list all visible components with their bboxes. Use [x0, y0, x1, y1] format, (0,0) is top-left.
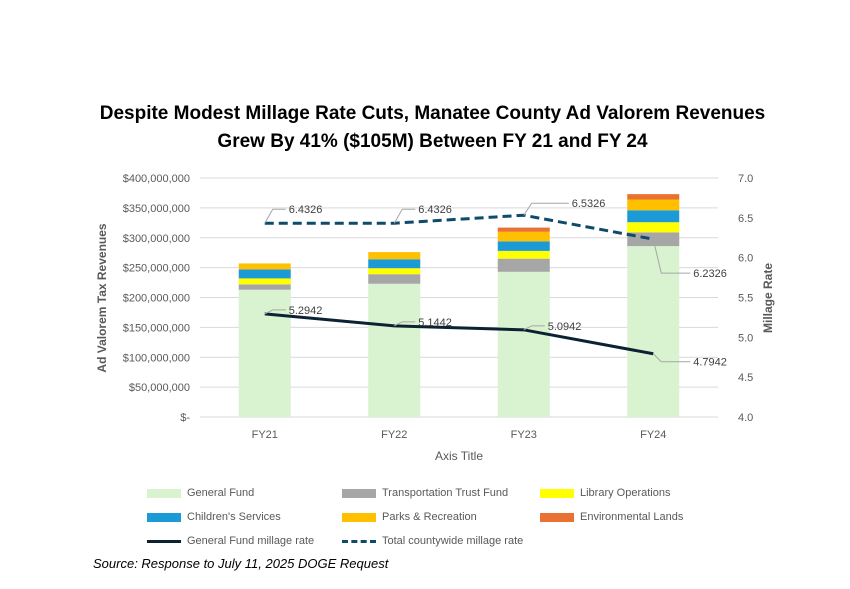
- y-tick-label: $150,000,000: [123, 322, 190, 334]
- bar-parks-recreation: [627, 199, 680, 211]
- title-line-1: Despite Modest Millage Rate Cuts, Manate…: [99, 103, 766, 124]
- legend-label: General Fund: [187, 487, 255, 499]
- y-tick-label: $-: [180, 412, 190, 424]
- legend-marker: [342, 512, 376, 522]
- data-label: 6.4326: [418, 204, 452, 216]
- bar-parks-recreation: [238, 263, 291, 270]
- y-tick-label: $400,000,000: [123, 173, 190, 185]
- legend-item: General Fund: [147, 487, 254, 499]
- legend-item: Total countywide millage rate: [342, 535, 523, 547]
- legend-item: Parks & Recreation: [342, 511, 477, 523]
- bar-general-fund: [368, 283, 421, 417]
- y2-tick-label: 5.0: [738, 332, 753, 344]
- legend-marker: [147, 512, 181, 522]
- bar-children-s-services: [627, 210, 680, 223]
- data-label-leader: [523, 325, 545, 331]
- line-total-countywide-millage-rate: [264, 213, 654, 241]
- bar-parks-recreation: [368, 252, 421, 260]
- x-axis-title: Axis Title: [435, 449, 483, 463]
- bar-general-fund: [627, 246, 680, 417]
- bar-transportation-trust-fund: [368, 274, 421, 284]
- y-axis-title: Ad Valorem Tax Revenues: [95, 223, 109, 373]
- y2-tick-label: 4.5: [738, 372, 753, 384]
- bar-environmental-lands: [497, 227, 550, 232]
- y2-axis-title: Millage Rate: [761, 263, 775, 333]
- bar-children-s-services: [368, 259, 421, 269]
- bar-parks-recreation: [497, 231, 550, 242]
- legend-item: Children's Services: [147, 511, 281, 523]
- x-tick-label: FY23: [511, 429, 537, 441]
- data-label: 6.5326: [572, 198, 606, 210]
- chart-title: Despite Modest Millage Rate Cuts, Manate…: [0, 100, 850, 156]
- bar-library-operations: [497, 250, 550, 259]
- title-line-2: Grew By 41% ($105M) Between FY 21 and FY…: [217, 131, 648, 152]
- legend-marker: [540, 512, 574, 522]
- legend-item: Transportation Trust Fund: [342, 487, 508, 499]
- x-tick-label: FY24: [640, 429, 666, 441]
- x-tick-label: FY21: [252, 429, 278, 441]
- legend-label: General Fund millage rate: [187, 535, 315, 547]
- legend-label: Library Operations: [580, 487, 671, 499]
- bar-children-s-services: [238, 269, 291, 279]
- y-tick-label: $350,000,000: [123, 203, 190, 215]
- data-label-leader: [393, 208, 416, 224]
- legend-label: Parks & Recreation: [382, 511, 477, 523]
- data-label-leader: [652, 353, 691, 363]
- bar-general-fund: [497, 271, 550, 417]
- data-label: 4.7942: [693, 357, 727, 369]
- legend-marker: [342, 488, 376, 498]
- bar-general-fund: [238, 289, 291, 417]
- source-note: Source: Response to July 11, 2025 DOGE R…: [93, 556, 389, 571]
- y2-tick-label: 6.5: [738, 213, 753, 225]
- y2-tick-label: 6.0: [738, 253, 753, 265]
- data-label-leader: [652, 239, 691, 274]
- data-label-leader: [264, 309, 286, 315]
- legend-item: General Fund millage rate: [147, 535, 314, 547]
- data-label: 5.0942: [548, 321, 582, 333]
- data-label: 5.1442: [418, 317, 452, 329]
- y2-tick-label: 7.0: [738, 173, 753, 185]
- bar-library-operations: [368, 268, 421, 275]
- y-tick-label: $100,000,000: [123, 352, 190, 364]
- bar-transportation-trust-fund: [238, 284, 291, 290]
- data-label: 6.4326: [289, 204, 323, 216]
- data-label: 5.2942: [289, 305, 323, 317]
- bar-transportation-trust-fund: [497, 258, 550, 272]
- y-tick-label: $250,000,000: [123, 263, 190, 275]
- bar-environmental-lands: [627, 194, 680, 200]
- x-tick-label: FY22: [381, 429, 407, 441]
- y2-tick-label: 5.5: [738, 293, 753, 305]
- legend-label: Environmental Lands: [580, 511, 684, 523]
- legend-marker: [147, 488, 181, 498]
- bar-children-s-services: [497, 241, 550, 251]
- data-label-leader: [523, 202, 569, 216]
- bar-library-operations: [627, 222, 680, 233]
- y-tick-label: $200,000,000: [123, 293, 190, 305]
- legend-marker: [540, 488, 574, 498]
- y2-tick-label: 4.0: [738, 412, 753, 424]
- data-label-leader: [264, 208, 286, 224]
- y-tick-label: $50,000,000: [129, 382, 190, 394]
- legend-item: Library Operations: [540, 487, 671, 499]
- data-label-leader: [394, 321, 416, 327]
- bar-library-operations: [238, 278, 291, 285]
- legend-label: Total countywide millage rate: [382, 535, 524, 547]
- data-label: 6.2326: [693, 268, 727, 280]
- legend-marker: [147, 539, 181, 543]
- legend-label: Transportation Trust Fund: [382, 487, 509, 499]
- line-general-fund-millage-rate: [264, 312, 654, 356]
- legend-marker: [342, 539, 376, 543]
- legend-label: Children's Services: [187, 511, 281, 523]
- legend-item: Environmental Lands: [540, 511, 683, 523]
- y-tick-label: $300,000,000: [123, 233, 190, 245]
